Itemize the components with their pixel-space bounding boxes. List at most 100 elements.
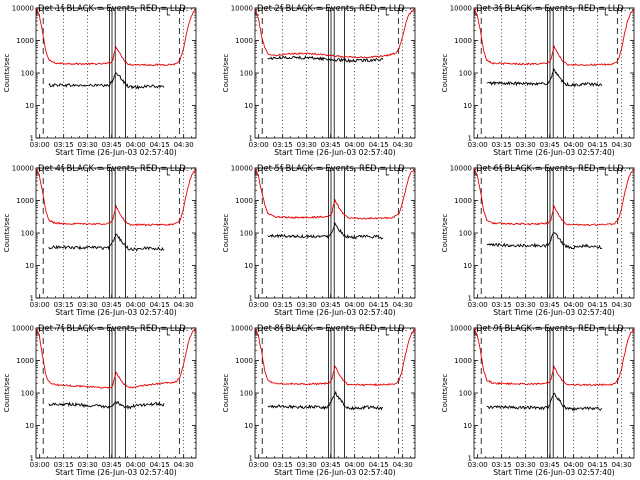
- x-tick-label: 04:30: [393, 141, 413, 149]
- x-tick-label: 04:30: [612, 301, 632, 309]
- x-tick-label: 04:00: [345, 141, 365, 149]
- panel-det-6f: Det 6f BLACK = Events, RED = LLD.1101001…: [441, 163, 635, 317]
- x-tick-label: 03:45: [321, 141, 341, 149]
- y-tick-label: 10000: [12, 165, 34, 173]
- x-tick-label: 03:00: [468, 461, 488, 469]
- x-tick-label: 03:30: [516, 301, 536, 309]
- x-axis-label: Start Time (26-Jun-03 02:57:40): [274, 148, 396, 157]
- x-tick-label: 04:30: [174, 141, 194, 149]
- y-tick-label: 100: [240, 390, 253, 398]
- x-tick-label: 03:30: [516, 141, 536, 149]
- x-tick-label: 03:45: [102, 301, 122, 309]
- corner-marker: [166, 9, 171, 16]
- events-trace: [486, 232, 603, 250]
- y-tick-label: 10: [244, 102, 253, 110]
- y-axis-label: Counts/sec: [222, 214, 230, 253]
- y-tick-label: 1000: [16, 37, 34, 45]
- x-tick-label: 04:15: [150, 461, 170, 469]
- y-tick-label: 100: [21, 70, 34, 78]
- panel-det-2f: Det 2f BLACK = Events, RED = LLD.1101001…: [222, 3, 416, 157]
- y-tick-label: 1: [30, 455, 34, 463]
- y-axis-label: Counts/sec: [441, 54, 449, 93]
- x-tick-label: 03:00: [30, 141, 50, 149]
- x-tick-label: 03:15: [492, 141, 512, 149]
- x-tick-label: 03:15: [54, 301, 74, 309]
- lld-trace: [474, 168, 634, 227]
- y-tick-label: 10000: [231, 5, 253, 13]
- y-axis-label: Counts/sec: [3, 54, 11, 93]
- x-axis-label: Start Time (26-Jun-03 02:57:40): [55, 468, 177, 477]
- corner-marker: [604, 9, 609, 16]
- events-trace: [486, 68, 603, 88]
- lld-trace: [255, 328, 415, 387]
- y-axis-label: Counts/sec: [441, 374, 449, 413]
- x-tick-label: 03:45: [321, 461, 341, 469]
- x-tick-label: 04:00: [345, 461, 365, 469]
- x-tick-label: 04:15: [588, 301, 608, 309]
- x-axis-label: Start Time (26-Jun-03 02:57:40): [493, 148, 615, 157]
- x-tick-label: 03:00: [249, 301, 269, 309]
- x-tick-label: 04:00: [126, 461, 146, 469]
- x-tick-label: 03:00: [468, 141, 488, 149]
- x-axis-label: Start Time (26-Jun-03 02:57:40): [55, 308, 177, 317]
- y-tick-label: 1: [30, 295, 34, 303]
- y-tick-label: 1000: [16, 357, 34, 365]
- x-tick-label: 03:15: [492, 461, 512, 469]
- panel-det-9f: Det 9f BLACK = Events, RED = LLD.1101001…: [441, 323, 635, 477]
- y-axis-label: Counts/sec: [3, 374, 11, 413]
- x-tick-label: 04:30: [393, 301, 413, 309]
- panel-det-3f: Det 3f BLACK = Events, RED = LLD.1101001…: [441, 3, 635, 157]
- y-tick-label: 1: [249, 135, 253, 143]
- corner-marker: [385, 169, 390, 176]
- x-tick-label: 04:00: [126, 141, 146, 149]
- x-tick-label: 04:00: [564, 301, 584, 309]
- y-axis-label: Counts/sec: [3, 214, 11, 253]
- x-tick-label: 03:15: [54, 461, 74, 469]
- x-tick-label: 04:30: [393, 461, 413, 469]
- y-tick-label: 1000: [235, 357, 253, 365]
- y-tick-label: 1: [30, 135, 34, 143]
- y-tick-label: 10: [463, 102, 472, 110]
- y-tick-label: 100: [459, 70, 472, 78]
- x-tick-label: 04:15: [588, 461, 608, 469]
- lld-trace: [36, 8, 196, 67]
- x-tick-label: 03:15: [273, 141, 293, 149]
- x-tick-label: 03:45: [540, 461, 560, 469]
- plot-frame: [35, 167, 197, 299]
- y-tick-label: 1000: [454, 357, 472, 365]
- y-tick-label: 10: [244, 422, 253, 430]
- x-tick-label: 03:30: [297, 301, 317, 309]
- y-tick-label: 1000: [235, 37, 253, 45]
- y-tick-label: 10: [463, 422, 472, 430]
- plot-frame: [254, 167, 416, 299]
- lld-trace: [255, 168, 415, 220]
- y-tick-label: 1: [249, 295, 253, 303]
- plot-frame: [35, 327, 197, 459]
- y-tick-label: 1000: [235, 197, 253, 205]
- y-axis-label: Counts/sec: [222, 54, 230, 93]
- y-tick-label: 100: [21, 230, 34, 238]
- x-axis-label: Start Time (26-Jun-03 02:57:40): [274, 308, 396, 317]
- events-trace: [486, 392, 603, 412]
- y-tick-label: 10: [25, 262, 34, 270]
- y-tick-label: 10000: [231, 325, 253, 333]
- corner-marker: [604, 169, 609, 176]
- x-tick-label: 03:45: [102, 141, 122, 149]
- corner-marker: [166, 169, 171, 176]
- events-trace: [267, 55, 384, 64]
- panel-det-7f: Det 7f BLACK = Events, RED = LLD.1101001…: [3, 323, 197, 477]
- x-axis-label: Start Time (26-Jun-03 02:57:40): [493, 468, 615, 477]
- x-tick-label: 04:15: [150, 141, 170, 149]
- panel-det-1f: Det 1f BLACK = Events, RED = LLD.1101001…: [3, 3, 197, 157]
- x-tick-label: 03:30: [297, 141, 317, 149]
- x-tick-label: 03:45: [102, 461, 122, 469]
- x-tick-label: 04:15: [369, 141, 389, 149]
- x-tick-label: 03:15: [492, 301, 512, 309]
- x-tick-label: 03:00: [249, 461, 269, 469]
- x-tick-label: 03:00: [468, 301, 488, 309]
- y-tick-label: 10: [25, 422, 34, 430]
- x-tick-label: 03:15: [273, 301, 293, 309]
- y-tick-label: 10: [25, 102, 34, 110]
- lld-trace: [474, 328, 634, 387]
- y-tick-label: 100: [240, 70, 253, 78]
